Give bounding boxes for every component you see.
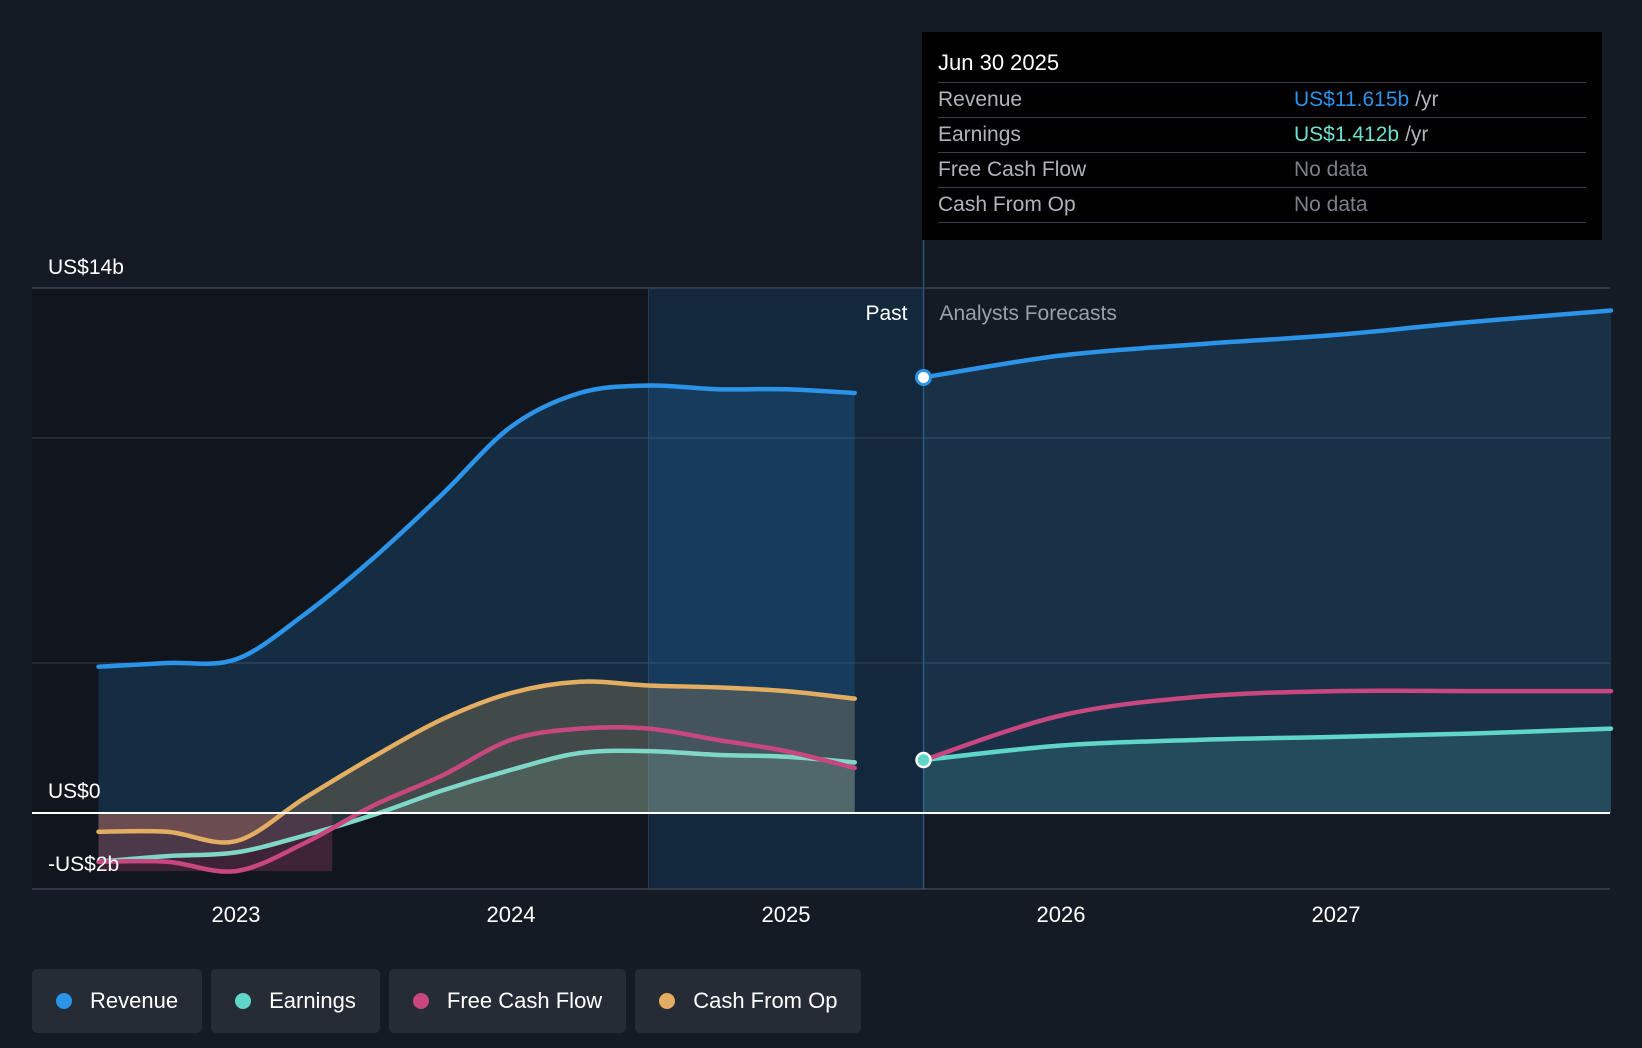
- tooltip-value: US$1.412b: [1294, 123, 1400, 146]
- free-cash-flow-dot-icon: [412, 993, 429, 1009]
- forecast-label: Analysts Forecasts: [940, 302, 1117, 325]
- revenue-forecast-area: [923, 310, 1611, 813]
- x-tick-label: 2027: [1312, 902, 1361, 927]
- earnings-forecast-area: [923, 728, 1611, 813]
- legend-item-cash-from-op[interactable]: Cash From Op: [635, 969, 862, 1033]
- free-cash-flow-forecast-line: [921, 688, 1614, 763]
- x-tick-label: 2025: [762, 902, 811, 927]
- x-tick-label: 2024: [487, 902, 536, 927]
- tooltip-date: Jun 30 2025: [938, 50, 1060, 75]
- y-label-zero: US$0: [48, 780, 101, 803]
- earnings-line: [96, 748, 857, 864]
- tooltip-row-earnings: Earnings US$1.412b /yr: [938, 117, 1586, 152]
- tooltip-label: Earnings: [938, 123, 1021, 146]
- tooltip-row-cash-from-op: Cash From Op No data: [938, 187, 1586, 223]
- earnings-forecast-line: [921, 726, 1614, 763]
- tooltip-value: No data: [1294, 158, 1368, 181]
- free-cash-flow-line: [96, 724, 857, 874]
- tooltip-row-free-cash-flow: Free Cash Flow No data: [938, 152, 1586, 187]
- earnings-marker: [915, 751, 932, 769]
- revenue-dot-icon: [56, 993, 72, 1009]
- revenue-line: [96, 383, 857, 669]
- legend: Revenue Earnings Free Cash Flow Cash Fro…: [32, 969, 862, 1033]
- tooltip-value: No data: [1294, 193, 1368, 216]
- legend-label: Free Cash Flow: [446, 988, 603, 1013]
- y-label-bottom: -US$2b: [48, 853, 119, 876]
- legend-item-free-cash-flow[interactable]: Free Cash Flow: [388, 969, 627, 1033]
- cash-from-op-line: [96, 679, 857, 845]
- cash-from-op-area: [98, 681, 855, 843]
- past-label: Past: [865, 302, 907, 325]
- tooltip-value: US$11.615b: [1294, 88, 1410, 111]
- earnings-dot-icon: [235, 993, 252, 1009]
- y-label-top: US$14b: [48, 256, 124, 279]
- cash-from-op-dot-icon: [659, 993, 676, 1009]
- legend-label: Revenue: [90, 988, 179, 1013]
- tooltip: Jun 30 2025 Revenue US$11.615b /yr Earni…: [922, 32, 1602, 240]
- revenue-marker: [915, 368, 932, 386]
- legend-label: Cash From Op: [693, 988, 838, 1013]
- tooltip-label: Revenue: [938, 88, 1023, 111]
- legend-item-earnings[interactable]: Earnings: [211, 969, 380, 1033]
- legend-item-revenue[interactable]: Revenue: [32, 969, 203, 1033]
- tooltip-unit: /yr: [1415, 88, 1439, 111]
- legend-label: Earnings: [269, 988, 356, 1013]
- revenue-area: [98, 385, 855, 813]
- x-tick-label: 2023: [212, 902, 261, 927]
- tooltip-unit: /yr: [1405, 123, 1429, 146]
- earnings-area: [98, 750, 855, 862]
- tooltip-label: Cash From Op: [938, 193, 1076, 216]
- x-tick-label: 2026: [1037, 902, 1086, 927]
- tooltip-row-revenue: Revenue US$11.615b /yr: [938, 82, 1586, 117]
- tooltip-label: Free Cash Flow: [938, 158, 1087, 181]
- revenue-forecast-line: [921, 308, 1614, 380]
